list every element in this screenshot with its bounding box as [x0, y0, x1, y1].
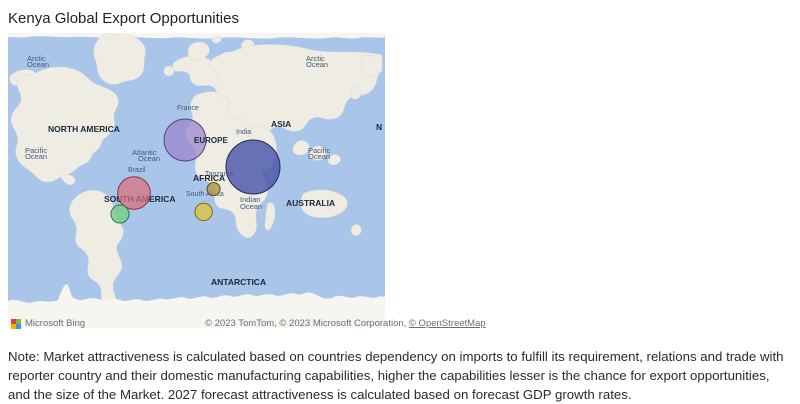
- svg-text:Ocean: Ocean: [27, 60, 49, 69]
- svg-text:EUROPE: EUROPE: [194, 136, 228, 145]
- svg-text:ANTARCTICA: ANTARCTICA: [211, 277, 266, 287]
- svg-text:Brazil: Brazil: [128, 167, 146, 174]
- svg-text:Ocean: Ocean: [138, 154, 160, 163]
- svg-text:ASIA: ASIA: [271, 119, 291, 129]
- svg-text:Ocean: Ocean: [308, 152, 330, 161]
- svg-text:Ocean: Ocean: [306, 60, 328, 69]
- svg-text:AUSTRALIA: AUSTRALIA: [286, 198, 335, 208]
- svg-text:France: France: [177, 105, 199, 112]
- svg-text:Ocean: Ocean: [25, 152, 47, 161]
- svg-text:N: N: [376, 122, 382, 132]
- svg-text:India: India: [236, 129, 251, 136]
- svg-text:NORTH AMERICA: NORTH AMERICA: [48, 124, 120, 134]
- svg-text:Ocean: Ocean: [240, 202, 262, 211]
